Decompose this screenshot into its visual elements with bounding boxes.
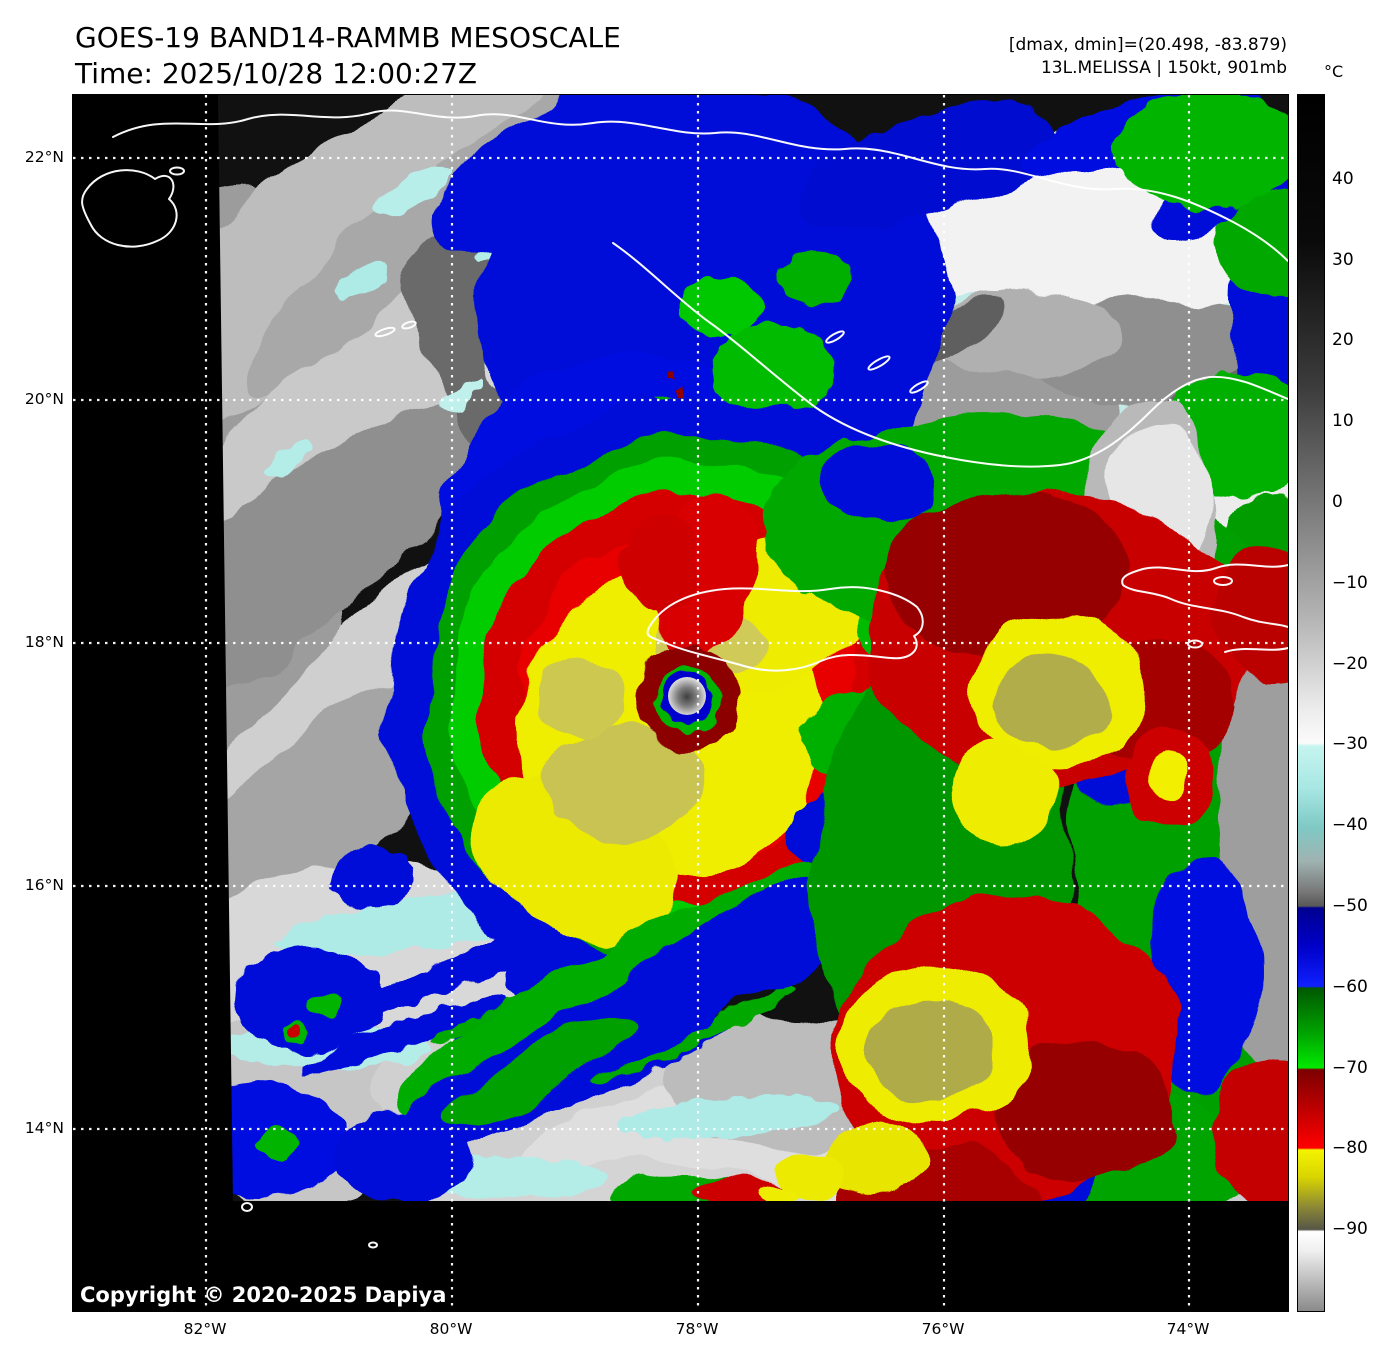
- colorbar-tick: −40: [1332, 815, 1368, 835]
- temperature-colorbar: [1297, 94, 1325, 1312]
- info-block: [dmax, dmin]=(20.498, -83.879) 13L.MELIS…: [1009, 34, 1287, 80]
- colorbar-tick: −70: [1332, 1058, 1368, 1078]
- lon-tick-78w: 78°W: [675, 1320, 719, 1338]
- lon-tick-76w: 76°W: [921, 1320, 965, 1338]
- coastline-isle-of-youth: [81, 169, 178, 248]
- lat-tick-22n: 22°N: [24, 148, 64, 166]
- dmax-dmin-readout: [dmax, dmin]=(20.498, -83.879): [1008, 35, 1287, 55]
- colorbar-tick: 10: [1332, 411, 1354, 431]
- coastline-jamaica: [646, 586, 924, 672]
- satellite-ir-image: [73, 95, 1288, 1311]
- colorbar-tick: 0: [1332, 492, 1343, 512]
- hurricane-eye: [668, 677, 706, 715]
- lon-tick-82w: 82°W: [183, 1320, 227, 1338]
- product-title: GOES-19 BAND14-RAMMB MESOSCALE: [75, 21, 621, 54]
- lat-tick-18n: 18°N: [24, 633, 64, 651]
- lat-tick-20n: 20°N: [24, 390, 64, 408]
- satellite-map: [72, 94, 1289, 1312]
- colorbar-tick: −10: [1332, 573, 1368, 593]
- coastline-haiti: [1121, 563, 1288, 628]
- lon-tick-80w: 80°W: [429, 1320, 473, 1338]
- colorbar-unit-label: °C: [1324, 62, 1344, 81]
- colorbar-tick: −50: [1332, 896, 1368, 916]
- lat-tick-14n: 14°N: [24, 1119, 64, 1137]
- coastline-cuba-south: [612, 242, 1288, 468]
- colorbar-tick: 20: [1332, 330, 1354, 350]
- coastlines: [81, 109, 1288, 1249]
- graticule-gridlines: [73, 95, 1288, 1311]
- colorbar-tick: −80: [1332, 1138, 1368, 1158]
- colorbar-tick: 30: [1332, 250, 1354, 270]
- colorbar-tick: −20: [1332, 654, 1368, 674]
- colorbar-tick: 40: [1332, 169, 1354, 189]
- colorbar-tick: −90: [1332, 1219, 1368, 1239]
- colorbar-tick: −60: [1332, 977, 1368, 997]
- lon-tick-74w: 74°W: [1166, 1320, 1210, 1338]
- storm-info: 13L.MELISSA | 150kt, 901mb: [1040, 58, 1287, 78]
- coastline-cuba-north: [112, 109, 1288, 262]
- copyright-notice: Copyright © 2020-2025 Dapiya: [80, 1283, 447, 1307]
- colorbar-tick: −30: [1332, 734, 1368, 754]
- lat-tick-16n: 16°N: [24, 876, 64, 894]
- title-block: GOES-19 BAND14-RAMMB MESOSCALE Time: 202…: [75, 20, 621, 92]
- timestamp: Time: 2025/10/28 12:00:27Z: [75, 57, 478, 90]
